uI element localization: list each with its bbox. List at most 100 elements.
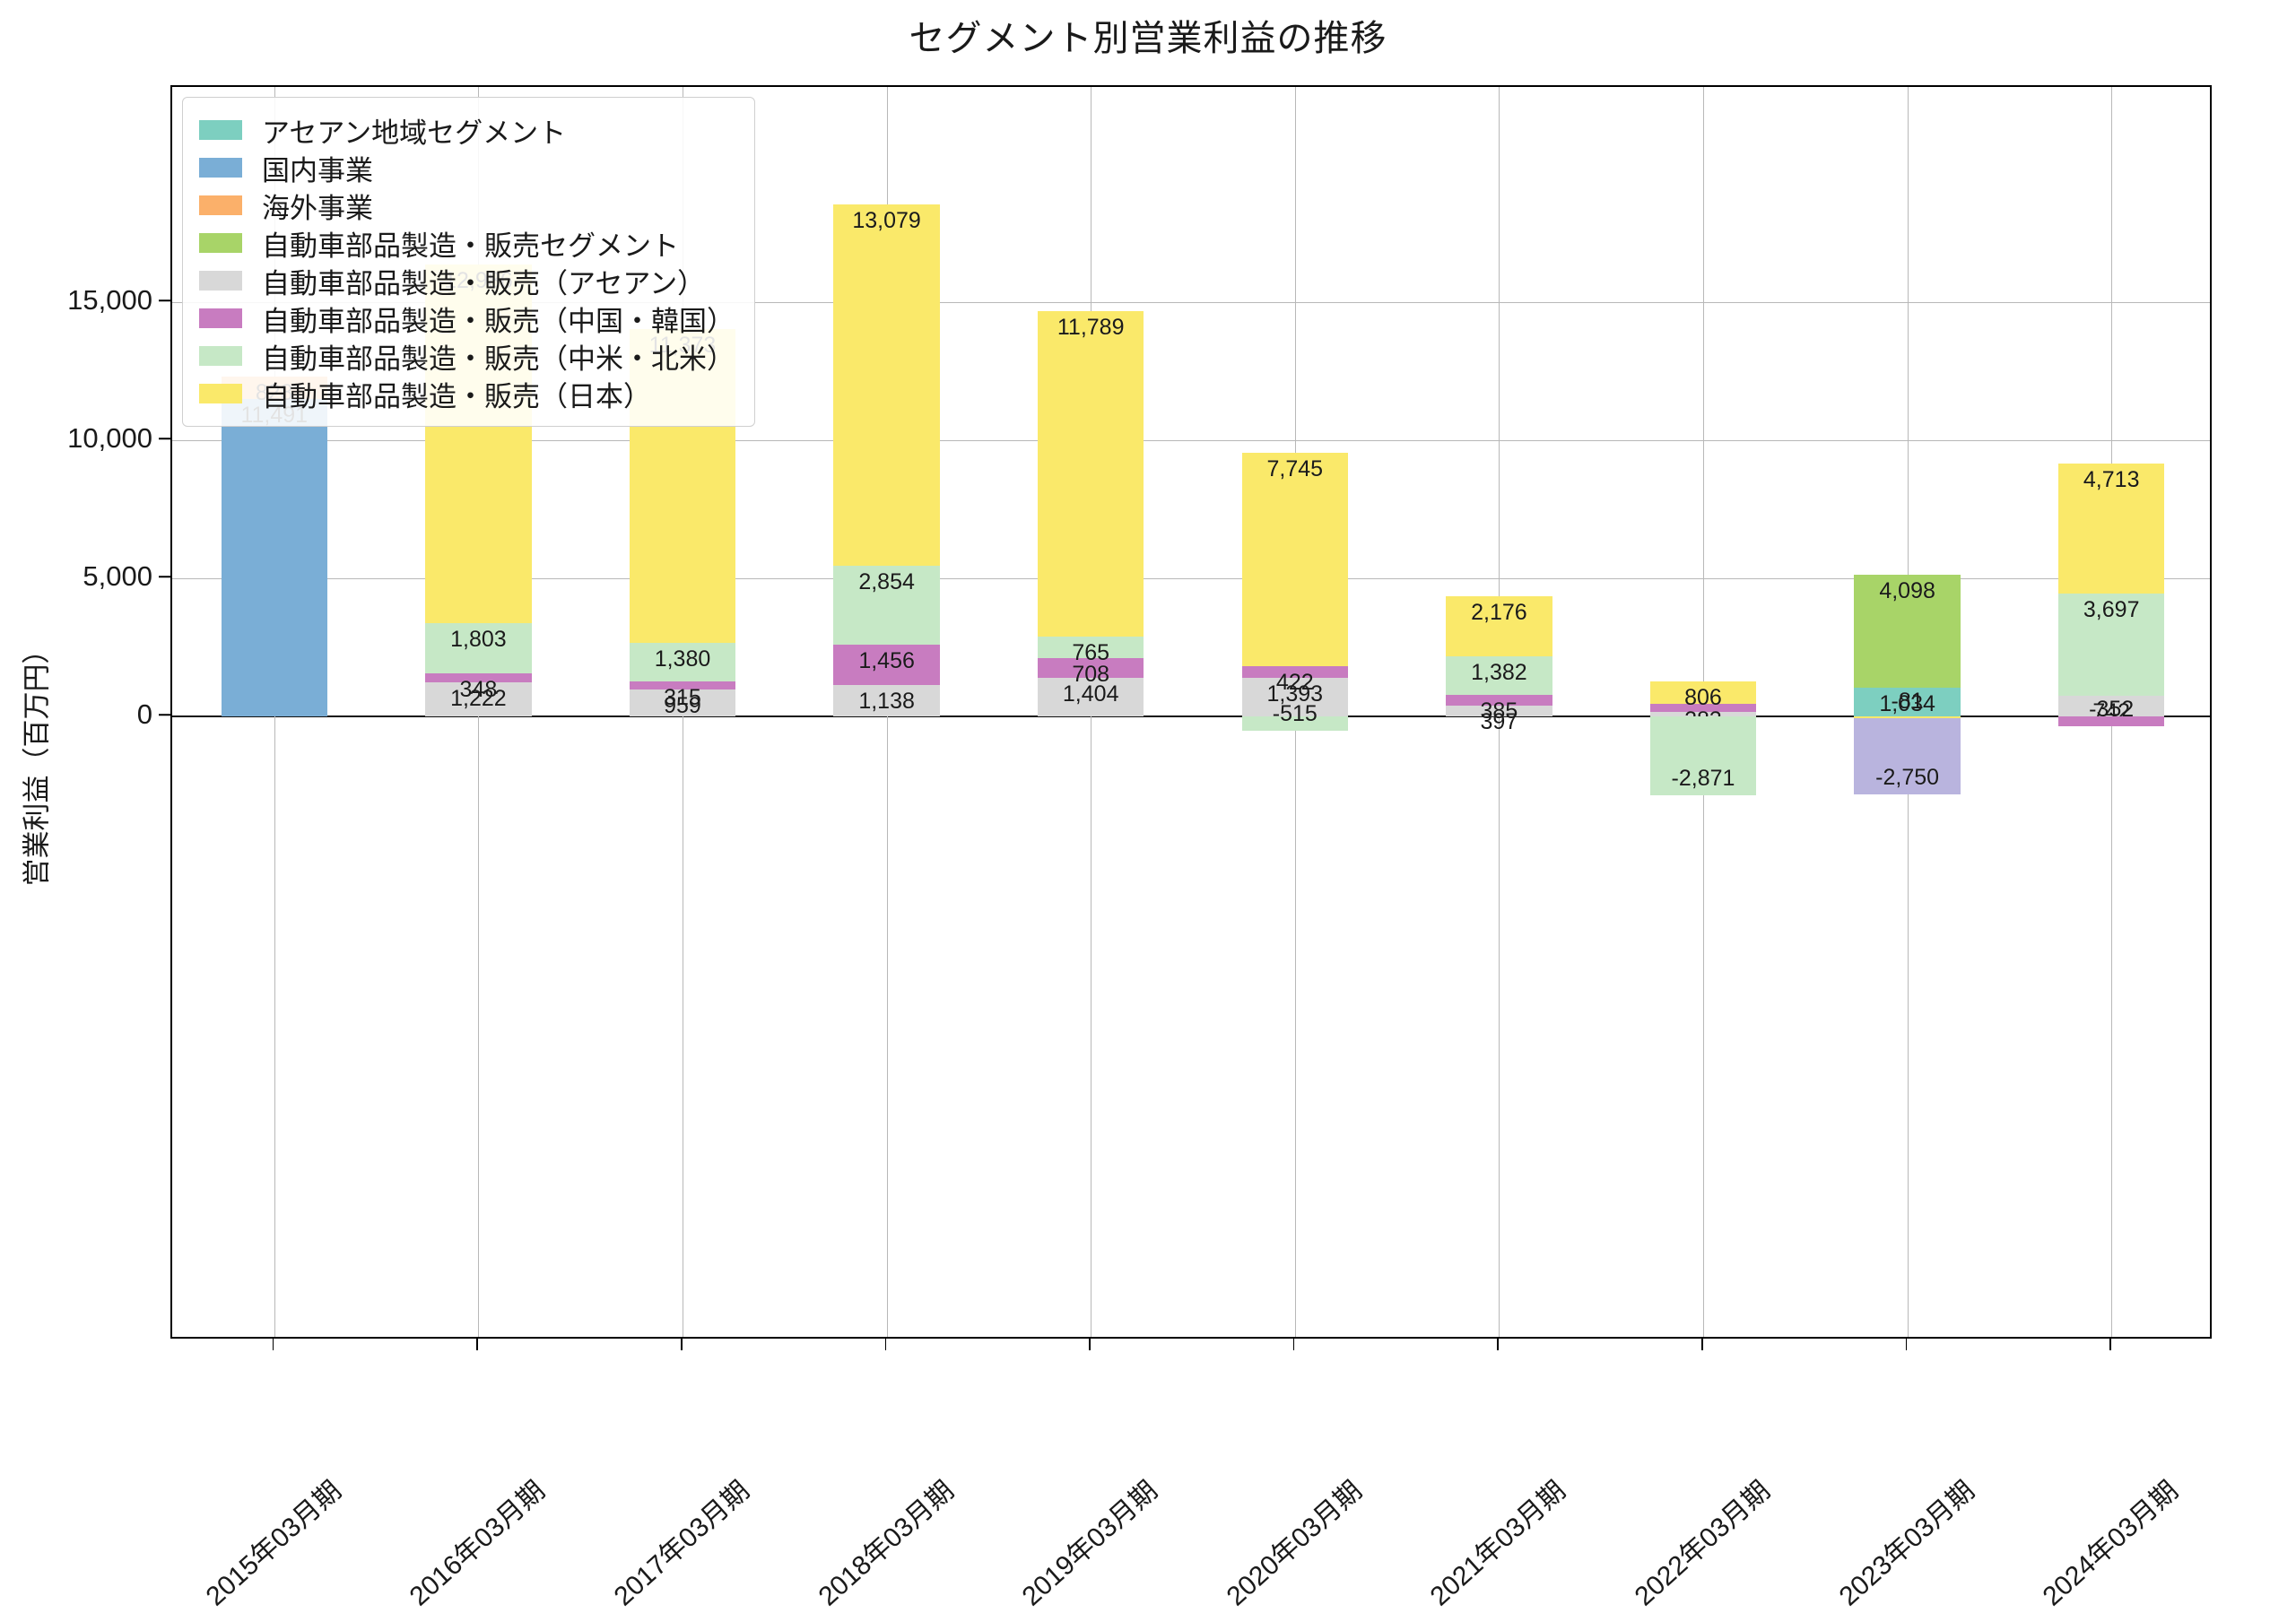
bar-segment[interactable]: 1,382 (1446, 656, 1552, 695)
gridline-horizontal (172, 302, 2210, 303)
bar-segment-value-label: -2,871 (1671, 766, 1735, 792)
bar-segment-value-label: -515 (1272, 700, 1318, 726)
bar-segment-value-label: 397 (1480, 708, 1518, 734)
bar-segment-value-label: 4,713 (2083, 467, 2140, 493)
x-axis-tick-label: 2024年03月期 (2037, 1475, 2185, 1612)
bar-segment[interactable]: 397 (1446, 705, 1552, 733)
bar-segment[interactable]: 1,380 (629, 643, 736, 681)
bar-segment[interactable]: 1,404 (1038, 677, 1144, 716)
y-axis-tick-label: 0 (136, 698, 152, 730)
bar-segment-value-label: 959 (664, 693, 701, 719)
legend-item[interactable]: 自動車部品製造・販売（アセアン） (199, 262, 735, 299)
y-axis-tick-mark (159, 576, 170, 577)
bar-segment[interactable]: 3,697 (2058, 594, 2165, 697)
bar-group[interactable]: 397 385 1,382 2,176 (1446, 87, 1552, 1337)
bar-segment[interactable]: 959 (629, 689, 736, 719)
y-axis-tick-label: 5,000 (83, 560, 152, 592)
bar-segment[interactable]: 422 (1241, 666, 1348, 694)
legend-swatch-icon (199, 120, 242, 140)
bar-segment-value-label: 315 (664, 684, 701, 710)
bar-segment-value-label: 806 (1684, 685, 1722, 710)
bar-segment[interactable]: 1,456 (833, 645, 940, 685)
legend-swatch-icon (199, 233, 242, 253)
bar-segment[interactable]: 765 (1038, 637, 1144, 664)
x-axis-tick-label: 2022年03月期 (1629, 1475, 1776, 1612)
bar-group[interactable]: 1,393 422 -515 7,745 (1241, 87, 1348, 1337)
bar-segment[interactable]: 348 (425, 672, 532, 700)
bar-segment[interactable]: 2,176 (1446, 596, 1552, 657)
bar-group[interactable]: 1,138 1,456 2,854 13,079 (833, 87, 940, 1337)
x-axis-tick-label: 2019年03月期 (1016, 1475, 1164, 1612)
legend-item[interactable]: アセアン地域セグメント (199, 111, 735, 149)
bar-segment[interactable]: -2,750 (1854, 718, 1961, 795)
x-axis-tick-label: 2017年03月期 (608, 1475, 755, 1612)
bar-segment-value-label: -81 (1891, 689, 1924, 715)
x-axis-tick-mark (1497, 1339, 1499, 1350)
bar-segment-value-label: -2,750 (1875, 765, 1940, 791)
legend-swatch-icon (199, 346, 242, 366)
legend-swatch-icon (199, 271, 242, 291)
bar-segment[interactable]: 4,098 (1854, 574, 1961, 689)
legend-item[interactable]: 国内事業 (199, 149, 735, 186)
x-axis-tick-label: 2015年03月期 (200, 1475, 347, 1612)
bar-segment[interactable]: 2,854 (833, 566, 940, 646)
x-axis-tick-mark (2109, 1339, 2111, 1350)
bar-group[interactable]: 742 -352 3,697 4,713 (2058, 87, 2165, 1337)
bar-segment-value-label: 422 (1275, 670, 1314, 696)
x-axis-tick-mark (1905, 1339, 1908, 1350)
bar-segment-value-label: 1,138 (858, 688, 915, 714)
y-axis-tick-label: 10,000 (67, 422, 152, 454)
bar-segment-value-label: 2,176 (1471, 600, 1527, 626)
bar-segment-value-label: 13,079 (852, 208, 921, 234)
bar-segment[interactable]: 708 (1038, 657, 1144, 685)
legend-swatch-icon (199, 195, 242, 215)
bar-segment-value-label: 4,098 (1879, 577, 1935, 603)
chart-figure: セグメント別営業利益の推移 営業利益（百万円） 15,000 10,000 5,00… (16, 0, 2212, 1612)
bar-segment-value-label: 348 (459, 676, 498, 702)
x-axis-tick-mark (1292, 1339, 1295, 1350)
y-axis-tick-label: 15,000 (67, 284, 152, 316)
bar-segment[interactable]: 1,138 (833, 684, 940, 716)
bar-segment-value-label: 1,380 (654, 646, 711, 672)
bar-segment-value-label: 1,456 (858, 648, 915, 674)
bar-segment[interactable]: 1,034 (1854, 688, 1961, 717)
bar-segment[interactable]: -515 (1241, 702, 1348, 731)
bar-segment[interactable]: 7,745 (1241, 452, 1348, 667)
bar-segment[interactable]: 11,789 (1038, 311, 1144, 637)
bar-segment-value-label: 385 (1480, 698, 1518, 724)
chart-legend[interactable]: アセアン地域セグメント 国内事業 海外事業 自動車部品製造・販売セグメント 自動車部品製… (182, 97, 755, 427)
bar-segment[interactable]: -352 (2058, 698, 2165, 726)
legend-item-label: 自動車部品製造・販売（中米・北米） (262, 343, 735, 375)
x-axis-tick-mark (884, 1339, 887, 1350)
legend-item[interactable]: 海外事業 (199, 186, 735, 224)
bar-segment[interactable]: 1,393 (1241, 678, 1348, 716)
x-axis-tick-mark (272, 1339, 274, 1350)
x-axis-tick-label: 2023年03月期 (1833, 1475, 1980, 1612)
bar-segment-value-label: 765 (1072, 640, 1110, 666)
bar-segment[interactable]: -81 (1854, 690, 1961, 719)
bar-segment[interactable]: 11,491 (221, 399, 327, 716)
legend-item-label: 自動車部品製造・販売（中国・韓国） (262, 305, 735, 337)
bar-group[interactable]: 1,034 4,098 -81 -2,750 (1854, 87, 1961, 1337)
bar-group[interactable]: 1,404 708 765 11,789 (1038, 87, 1144, 1337)
bar-segment[interactable]: 315 (629, 681, 736, 708)
legend-item[interactable]: 自動車部品製造・販売（日本） (199, 375, 735, 412)
bar-segment[interactable]: 385 (1446, 694, 1552, 722)
y-axis-label-container: 営業利益（百万円） (16, 0, 70, 1522)
legend-item-label: 国内事業 (262, 154, 373, 186)
legend-item[interactable]: 自動車部品製造・販売（中米・北米） (199, 337, 735, 375)
legend-item[interactable]: 自動車部品製造・販売セグメント (199, 224, 735, 262)
bar-segment[interactable]: 806 (1649, 681, 1757, 709)
bar-segment-value-label: 1,803 (450, 627, 507, 653)
bar-segment[interactable]: 1,803 (425, 623, 532, 673)
bar-segment[interactable]: 1,222 (425, 682, 532, 716)
bar-segment-value-label: 1,222 (450, 686, 507, 712)
x-axis-tick-mark (476, 1339, 478, 1350)
legend-item[interactable]: 自動車部品製造・販売（中国・韓国） (199, 299, 735, 337)
bar-segment[interactable]: -2,871 (1649, 716, 1757, 796)
bar-segment[interactable]: 4,713 (2058, 464, 2165, 594)
bar-segment[interactable]: 13,079 (833, 204, 940, 567)
bar-segment-value-label: 1,034 (1879, 691, 1935, 717)
x-axis-tick-label: 2020年03月期 (1221, 1475, 1368, 1612)
